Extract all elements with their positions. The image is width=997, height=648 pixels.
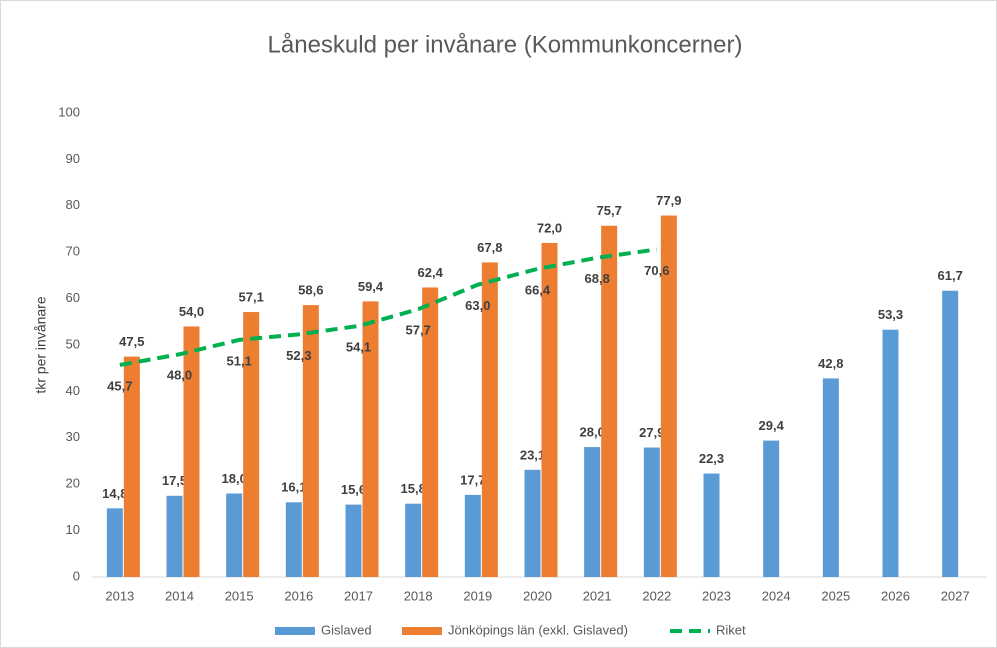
- value-label: 52,3: [286, 348, 311, 363]
- value-label: 68,8: [585, 271, 610, 286]
- value-label: 54,1: [346, 339, 371, 354]
- x-tick-label: 2013: [105, 588, 134, 603]
- bar: [643, 447, 660, 577]
- bar: [285, 502, 302, 577]
- x-tick-label: 2016: [284, 588, 313, 603]
- value-label: 27,9: [639, 425, 664, 440]
- bar: [822, 378, 839, 577]
- y-tick-label: 0: [73, 568, 80, 583]
- x-tick-label: 2020: [523, 588, 552, 603]
- value-label: 51,1: [227, 353, 252, 368]
- y-tick-label: 20: [66, 476, 80, 491]
- value-label: 58,6: [298, 283, 323, 298]
- bar: [302, 305, 319, 577]
- y-tick-label: 80: [66, 197, 80, 212]
- x-tick-label: 2021: [583, 588, 612, 603]
- y-axis-label: tkr per invånare: [33, 296, 49, 393]
- bar: [524, 469, 541, 577]
- chart-title: Låneskuld per invånare (Kommunkoncerner): [268, 31, 743, 58]
- y-tick-label: 30: [66, 429, 80, 444]
- value-label: 57,1: [239, 289, 264, 304]
- value-label: 15,8: [401, 481, 426, 496]
- bar: [942, 290, 959, 577]
- bar: [882, 329, 899, 577]
- bar: [660, 215, 677, 577]
- x-tick-label: 2026: [881, 588, 910, 603]
- value-label: 17,5: [162, 473, 187, 488]
- value-label: 72,0: [537, 220, 562, 235]
- legend-label: Riket: [716, 622, 746, 637]
- value-label: 22,3: [699, 451, 724, 466]
- value-label: 75,7: [597, 203, 622, 218]
- bar: [422, 287, 439, 577]
- y-tick-label: 70: [66, 244, 80, 259]
- value-label: 14,8: [102, 486, 127, 501]
- value-label: 67,8: [477, 240, 502, 255]
- value-label: 53,3: [878, 307, 903, 322]
- value-label: 15,6: [341, 482, 366, 497]
- value-label: 23,1: [520, 447, 545, 462]
- y-tick-label: 40: [66, 383, 80, 398]
- y-tick-label: 100: [58, 104, 80, 119]
- bar: [541, 242, 558, 578]
- x-tick-label: 2014: [165, 588, 194, 603]
- value-label: 61,7: [938, 268, 963, 283]
- y-tick-label: 10: [66, 522, 80, 537]
- value-label: 59,4: [358, 279, 384, 294]
- bar: [123, 356, 140, 577]
- x-tick-label: 2025: [821, 588, 850, 603]
- legend-swatch: [275, 627, 315, 635]
- x-tick-label: 2017: [344, 588, 373, 603]
- value-label: 57,7: [406, 323, 431, 338]
- bar: [601, 225, 618, 577]
- bar: [345, 504, 362, 577]
- x-tick-label: 2019: [463, 588, 492, 603]
- x-tick-label: 2022: [642, 588, 671, 603]
- bar: [106, 508, 123, 577]
- bar: [405, 503, 422, 577]
- value-label: 62,4: [418, 265, 444, 280]
- legend-swatch: [402, 627, 442, 635]
- bar: [584, 447, 601, 577]
- x-tick-label: 2015: [225, 588, 254, 603]
- bar: [226, 493, 243, 577]
- value-label: 16,1: [281, 480, 306, 495]
- value-label: 47,5: [119, 334, 144, 349]
- value-label: 45,7: [107, 378, 132, 393]
- line-series: [119, 247, 658, 367]
- legend-label: Jönköpings län (exkl. Gislaved): [448, 622, 628, 637]
- x-tick-label: 2024: [762, 588, 791, 603]
- x-tick-label: 2027: [941, 588, 970, 603]
- x-tick-label: 2018: [404, 588, 433, 603]
- value-label: 28,0: [580, 425, 605, 440]
- value-label: 29,4: [759, 418, 785, 433]
- value-label: 54,0: [179, 304, 204, 319]
- y-tick-label: 90: [66, 151, 80, 166]
- value-label: 17,7: [460, 472, 485, 487]
- legend-label: Gislaved: [321, 622, 372, 637]
- bar: [183, 326, 200, 577]
- value-label: 42,8: [818, 356, 843, 371]
- x-tick-label: 2023: [702, 588, 731, 603]
- bar: [763, 440, 780, 577]
- value-label: 70,6: [644, 263, 669, 278]
- y-tick-label: 60: [66, 290, 80, 305]
- bar: [703, 473, 720, 577]
- bar: [166, 495, 183, 577]
- bar: [362, 301, 379, 577]
- value-label: 48,0: [167, 368, 192, 383]
- value-label: 63,0: [465, 298, 490, 313]
- bar: [464, 494, 481, 577]
- y-tick-label: 50: [66, 336, 80, 351]
- value-label: 66,4: [525, 282, 551, 297]
- value-label: 18,0: [222, 471, 247, 486]
- bar: [481, 262, 498, 577]
- value-label: 77,9: [656, 193, 681, 208]
- bar: [243, 312, 260, 577]
